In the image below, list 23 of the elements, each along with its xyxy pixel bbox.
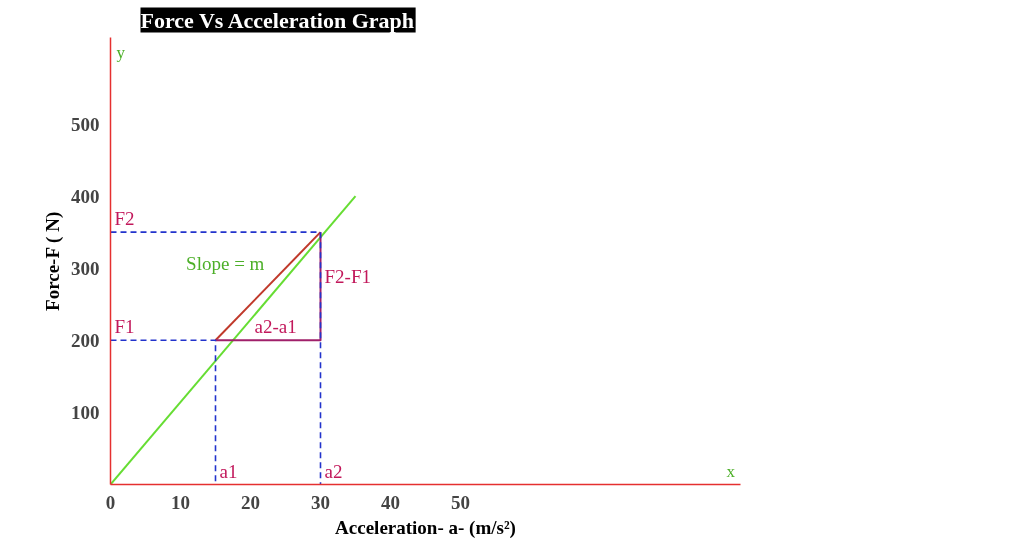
- annotation: F2-F1: [324, 265, 371, 287]
- annotation: Slope = m: [186, 253, 265, 275]
- y-tick-label: 300: [71, 257, 100, 279]
- x-tick-label: 50: [451, 491, 470, 513]
- annotation: a2: [324, 460, 343, 482]
- y-tick-label: 500: [71, 113, 100, 135]
- x-tick-label: 20: [241, 491, 260, 513]
- annotation: y: [116, 42, 126, 62]
- annotation: x: [726, 461, 736, 481]
- annotation: F1: [114, 316, 135, 338]
- x-axis-title: Acceleration- a- (m/s²): [335, 516, 516, 539]
- x-tick-label: 30: [311, 491, 330, 513]
- y-tick-label: 100: [71, 401, 100, 423]
- y-tick-label: 400: [71, 185, 100, 207]
- y-axis-title: Force-F ( N): [42, 211, 64, 311]
- x-tick-label: 40: [381, 491, 400, 513]
- chart-title: Force Vs Acceleration Graph: [140, 7, 415, 33]
- annotation: F2: [114, 208, 135, 230]
- x-tick-label: 10: [171, 491, 190, 513]
- annotation: a2-a1: [254, 316, 297, 338]
- y-tick-label: 200: [71, 329, 100, 351]
- x-tick-label: 0: [105, 491, 116, 513]
- annotation: a1: [219, 460, 238, 482]
